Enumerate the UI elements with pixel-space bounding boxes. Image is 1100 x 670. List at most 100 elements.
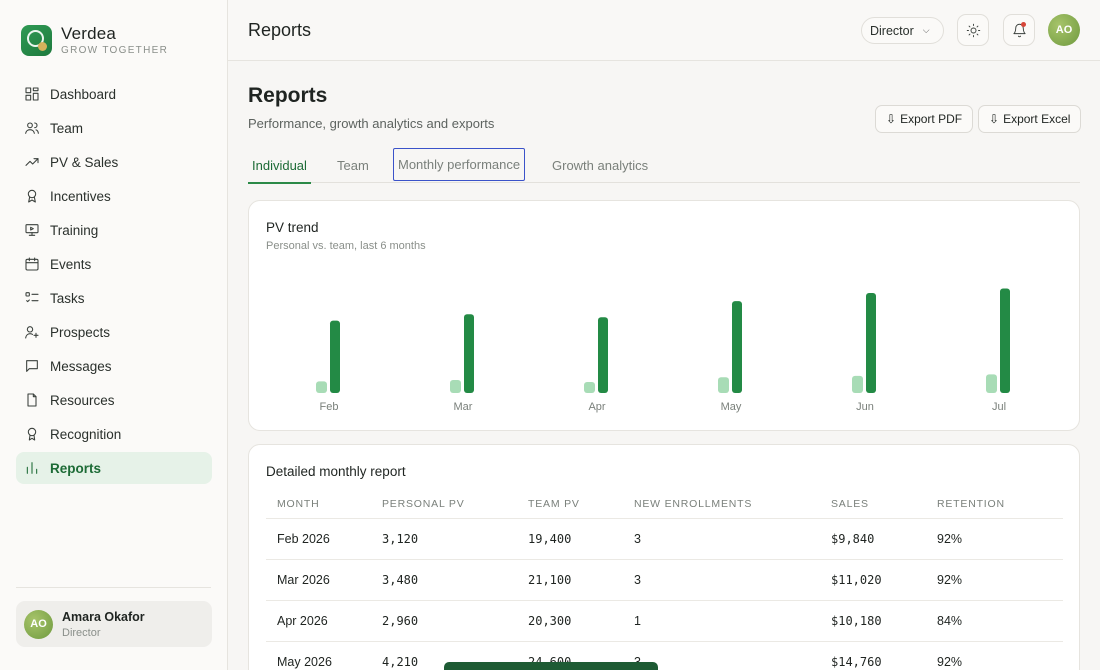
brand[interactable]: Verdea GROW TOGETHER — [21, 24, 168, 56]
avatar: AO — [24, 609, 53, 639]
column-header[interactable]: TEAM PV — [528, 497, 580, 510]
table-cell: $10,180 — [831, 614, 882, 628]
file-icon — [24, 392, 40, 408]
export-pdf-label: Export PDF — [900, 112, 963, 126]
x-tick-label: May — [721, 401, 742, 413]
sidebar: Verdea GROW TOGETHER Dashboard Team PV & S… — [0, 0, 228, 670]
avatar[interactable]: AO — [1048, 14, 1080, 46]
user-card[interactable]: AO Amara Okafor Director — [16, 601, 212, 647]
notification-dot — [1021, 22, 1026, 27]
topbar: Reports Director ⌵ AO — [228, 0, 1100, 61]
sidebar-item-events[interactable]: Events — [16, 248, 212, 280]
notifications-button[interactable] — [1003, 14, 1035, 46]
table-cell: 92% — [937, 655, 963, 669]
sidebar-item-pv-sales[interactable]: PV & Sales — [16, 146, 212, 178]
column-header[interactable]: PERSONAL PV — [382, 497, 465, 510]
bar[interactable] — [316, 381, 327, 393]
x-tick-label: Jun — [856, 401, 874, 413]
theme-toggle-button[interactable] — [957, 14, 989, 46]
column-header[interactable]: RETENTION — [937, 497, 1005, 510]
sidebar-item-label: Prospects — [50, 324, 111, 340]
export-excel-button[interactable]: ⇩ Export Excel — [978, 105, 1082, 133]
sidebar-item-label: Dashboard — [50, 86, 117, 102]
sidebar-item-incentives[interactable]: Incentives — [16, 180, 212, 212]
chart-subtitle: Personal vs. team, last 6 months — [266, 240, 426, 252]
chevron-down-icon: ⌵ — [922, 25, 930, 35]
brand-logo-icon — [21, 24, 52, 56]
sidebar-item-label: Training — [50, 222, 99, 238]
download-icon: ⇩ — [989, 112, 1000, 126]
user-name: Amara Okafor — [62, 609, 145, 624]
page-title: Reports — [248, 84, 328, 107]
sidebar-divider — [16, 587, 211, 588]
sidebar-item-label: Messages — [50, 358, 112, 374]
tab-team[interactable]: Team — [337, 157, 369, 173]
table-cell: 21,100 — [528, 573, 572, 587]
pv-trend-card: PV trend Personal vs. team, last 6 month… — [248, 200, 1080, 431]
bar[interactable] — [866, 292, 876, 393]
sidebar-item-recognition[interactable]: Recognition — [16, 418, 212, 450]
download-icon: ⇩ — [886, 112, 897, 126]
table-row: Feb 2026 3,120 19,400 3 $9,840 92% — [266, 519, 1063, 560]
bar[interactable] — [450, 380, 461, 393]
table-cell: 84% — [937, 614, 963, 628]
table-row: Mar 2026 3,480 21,100 3 $11,020 92% — [266, 560, 1063, 601]
tab-individual[interactable]: Individual — [248, 148, 311, 184]
bar[interactable] — [852, 375, 863, 393]
monthly-report-table: MONTH PERSONAL PV TEAM PV NEW ENROLLMENT… — [266, 489, 1063, 670]
sidebar-item-label: Team — [50, 120, 84, 136]
brand-tagline: GROW TOGETHER — [61, 45, 169, 56]
table-header: MONTH PERSONAL PV TEAM PV NEW ENROLLMENT… — [266, 489, 1063, 519]
sidebar-item-dashboard[interactable]: Dashboard — [16, 78, 212, 110]
table-cell: $11,020 — [831, 573, 882, 587]
presentation-icon — [24, 222, 40, 238]
table-row: Apr 2026 2,960 20,300 1 $10,180 84% — [266, 601, 1063, 642]
brand-name: Verdea — [61, 24, 117, 43]
sidebar-item-resources[interactable]: Resources — [16, 384, 212, 416]
sidebar-item-training[interactable]: Training — [16, 214, 212, 246]
sidebar-item-tasks[interactable]: Tasks — [16, 282, 212, 314]
sidebar-item-label: Incentives — [50, 188, 111, 204]
user-plus-icon — [24, 324, 40, 340]
bar[interactable] — [732, 301, 742, 393]
sidebar-item-team[interactable]: Team — [16, 112, 212, 144]
table-cell: 1 — [634, 614, 641, 628]
award-icon — [24, 188, 40, 204]
bar[interactable] — [464, 314, 474, 393]
sidebar-nav: Dashboard Team PV & Sales Incentives Trainin… — [16, 78, 212, 486]
chart-title: PV trend — [266, 220, 319, 235]
export-excel-label: Export Excel — [1003, 112, 1071, 126]
bar[interactable] — [718, 377, 729, 393]
sidebar-item-messages[interactable]: Messages — [16, 350, 212, 382]
table-cell: 92% — [937, 573, 963, 587]
x-tick-label: Mar — [454, 401, 473, 413]
sidebar-item-reports[interactable]: Reports — [16, 452, 212, 484]
column-header[interactable]: NEW ENROLLMENTS — [634, 497, 753, 510]
table-cell: $9,840 — [831, 532, 875, 546]
message-icon — [24, 358, 40, 374]
table-cell: 3,120 — [382, 532, 419, 546]
x-tick-label: Jul — [992, 401, 1006, 413]
bar[interactable] — [330, 320, 340, 393]
table-cell: 3 — [634, 532, 641, 546]
column-header[interactable]: MONTH — [277, 497, 320, 510]
tab-monthly-performance[interactable]: Monthly performance — [393, 148, 526, 181]
table-cell: 3,480 — [382, 573, 419, 587]
topbar-title: Reports — [248, 20, 312, 40]
bar[interactable] — [598, 317, 608, 393]
bar[interactable] — [1000, 288, 1010, 393]
sidebar-item-label: Resources — [50, 392, 115, 408]
table-cell: Apr 2026 — [277, 614, 328, 628]
export-pdf-button[interactable]: ⇩ Export PDF — [875, 105, 974, 133]
bar[interactable] — [584, 381, 595, 393]
bar-chart-icon — [24, 460, 40, 476]
tab-growth-analytics[interactable]: Growth analytics — [552, 157, 649, 173]
table-cell: 20,300 — [528, 614, 572, 628]
column-header[interactable]: SALES — [831, 497, 869, 510]
role-select[interactable]: Director ⌵ — [861, 17, 944, 44]
sidebar-item-prospects[interactable]: Prospects — [16, 316, 212, 348]
page-subtitle: Performance, growth analytics and export… — [248, 116, 495, 131]
bar[interactable] — [986, 374, 997, 393]
table-cell: 4,210 — [382, 655, 419, 669]
